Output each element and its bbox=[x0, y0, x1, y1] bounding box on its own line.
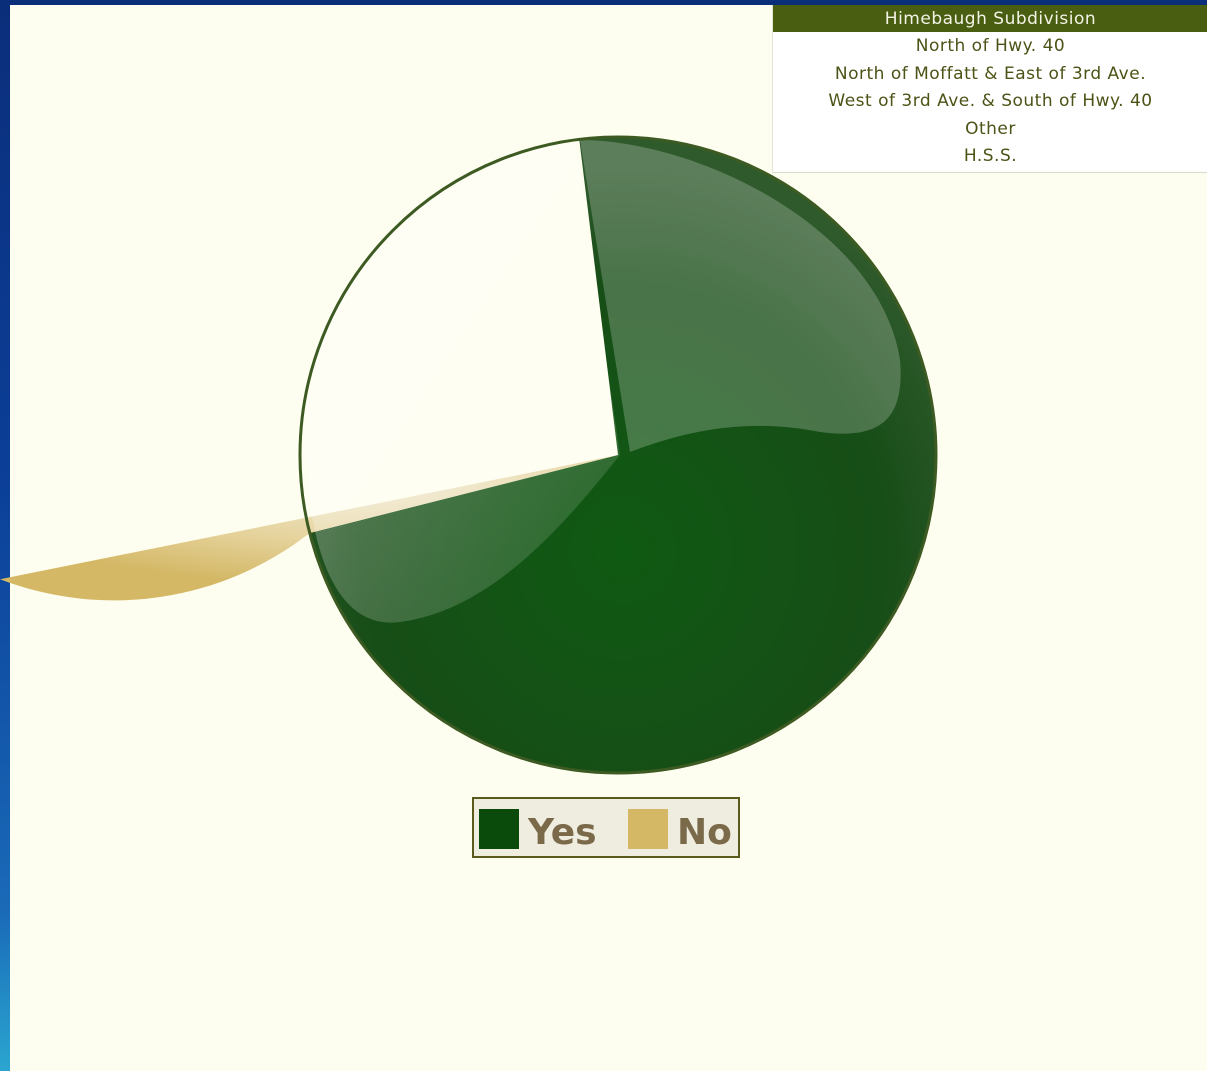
gloss-highlight bbox=[304, 142, 620, 623]
menu-header-himebaugh[interactable]: Himebaugh Subdivision bbox=[773, 5, 1207, 32]
menu-item-hss[interactable]: H.S.S. bbox=[963, 146, 1018, 166]
legend-swatch-yes bbox=[479, 809, 519, 849]
gloss-highlight-no bbox=[580, 140, 901, 452]
menu-item-other[interactable]: Other bbox=[965, 118, 1016, 139]
subdivision-menu: Himebaugh Subdivision North of Hwy. 40 N… bbox=[772, 5, 1207, 173]
menu-item-north-hwy-40[interactable]: North of Hwy. 40 bbox=[915, 36, 1066, 56]
chart-legend: Yes No bbox=[472, 797, 740, 858]
legend-label-no: No bbox=[677, 812, 732, 853]
pie-rim bbox=[298, 135, 938, 775]
pie-slice-yes bbox=[309, 136, 937, 773]
menu-item-north-moffatt[interactable]: North of Moffatt & East of 3rd Ave. bbox=[834, 63, 1147, 84]
legend-label-yes: Yes bbox=[527, 812, 597, 853]
legend-swatch-no bbox=[628, 809, 668, 849]
menu-item-west-3rd-ave[interactable]: West of 3rd Ave. & South of Hwy. 40 bbox=[828, 91, 1153, 111]
